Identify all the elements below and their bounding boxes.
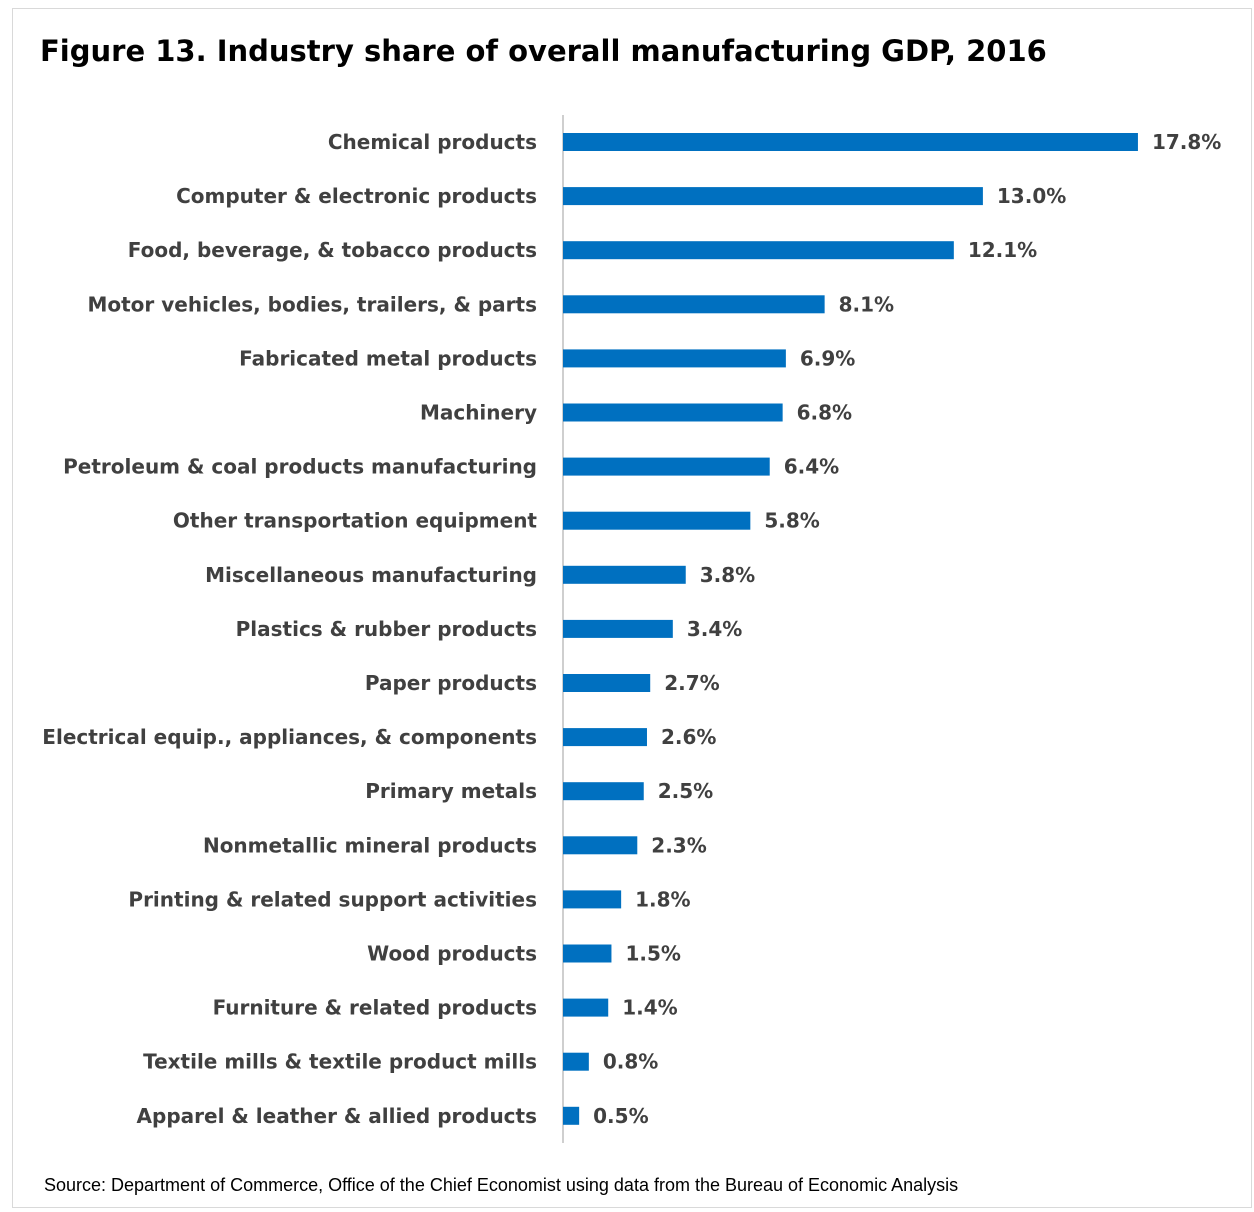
data-label: 1.8% [635, 887, 690, 911]
bar [563, 944, 612, 963]
data-label: 6.8% [797, 401, 852, 425]
figure-frame [12, 8, 1252, 1208]
bar [563, 782, 644, 801]
bar [563, 998, 609, 1017]
bar [563, 565, 686, 584]
data-label: 3.4% [687, 617, 742, 641]
chart-title: Figure 13. Industry share of overall man… [40, 34, 1047, 68]
category-label: Machinery [420, 401, 537, 425]
bar [563, 836, 638, 855]
source-note: Source: Department of Commerce, Office o… [44, 1175, 959, 1195]
data-label: 0.5% [593, 1104, 648, 1128]
bar [563, 619, 673, 638]
category-label: Apparel & leather & allied products [137, 1104, 537, 1128]
category-label: Chemical products [328, 130, 537, 154]
bar [563, 187, 983, 206]
category-label: Miscellaneous manufacturing [205, 563, 537, 587]
bar [563, 890, 622, 909]
category-label: Electrical equip., appliances, & compone… [42, 725, 537, 749]
data-label: 2.3% [651, 833, 706, 857]
category-label: Fabricated metal products [239, 346, 537, 370]
bar [563, 403, 783, 422]
data-label: 2.7% [664, 671, 719, 695]
category-label: Other transportation equipment [173, 509, 538, 533]
bar [563, 511, 751, 530]
category-label: Wood products [367, 942, 537, 966]
category-label: Motor vehicles, bodies, trailers, & part… [87, 292, 537, 316]
data-label: 5.8% [764, 509, 819, 533]
bar [563, 133, 1138, 151]
category-label: Food, beverage, & tobacco products [128, 238, 537, 262]
bar [563, 728, 647, 747]
data-label: 1.4% [622, 996, 677, 1020]
category-label: Nonmetallic mineral products [203, 833, 537, 857]
data-label: 1.5% [625, 942, 680, 966]
bar [563, 295, 825, 314]
category-label: Petroleum & coal products manufacturing [63, 455, 537, 479]
data-label: 13.0% [997, 184, 1066, 208]
data-label: 6.9% [800, 346, 855, 370]
data-label: 0.8% [603, 1050, 658, 1074]
bar [563, 349, 786, 368]
category-label: Textile mills & textile product mills [143, 1050, 537, 1074]
bar [563, 457, 770, 476]
bar [563, 674, 651, 692]
category-label: Plastics & rubber products [236, 617, 537, 641]
data-label: 12.1% [968, 238, 1037, 262]
data-label: 2.5% [658, 779, 713, 803]
category-label: Primary metals [365, 779, 537, 803]
category-label: Paper products [365, 671, 537, 695]
bar [563, 1052, 589, 1071]
category-label: Furniture & related products [213, 996, 537, 1020]
data-label: 2.6% [661, 725, 716, 749]
data-label: 3.8% [700, 563, 755, 587]
data-label: 17.8% [1152, 130, 1221, 154]
data-label: 8.1% [839, 292, 894, 316]
bar [563, 1106, 580, 1125]
bar [563, 241, 954, 260]
category-label: Printing & related support activities [128, 887, 537, 911]
data-label: 6.4% [784, 455, 839, 479]
category-label: Computer & electronic products [176, 184, 537, 208]
